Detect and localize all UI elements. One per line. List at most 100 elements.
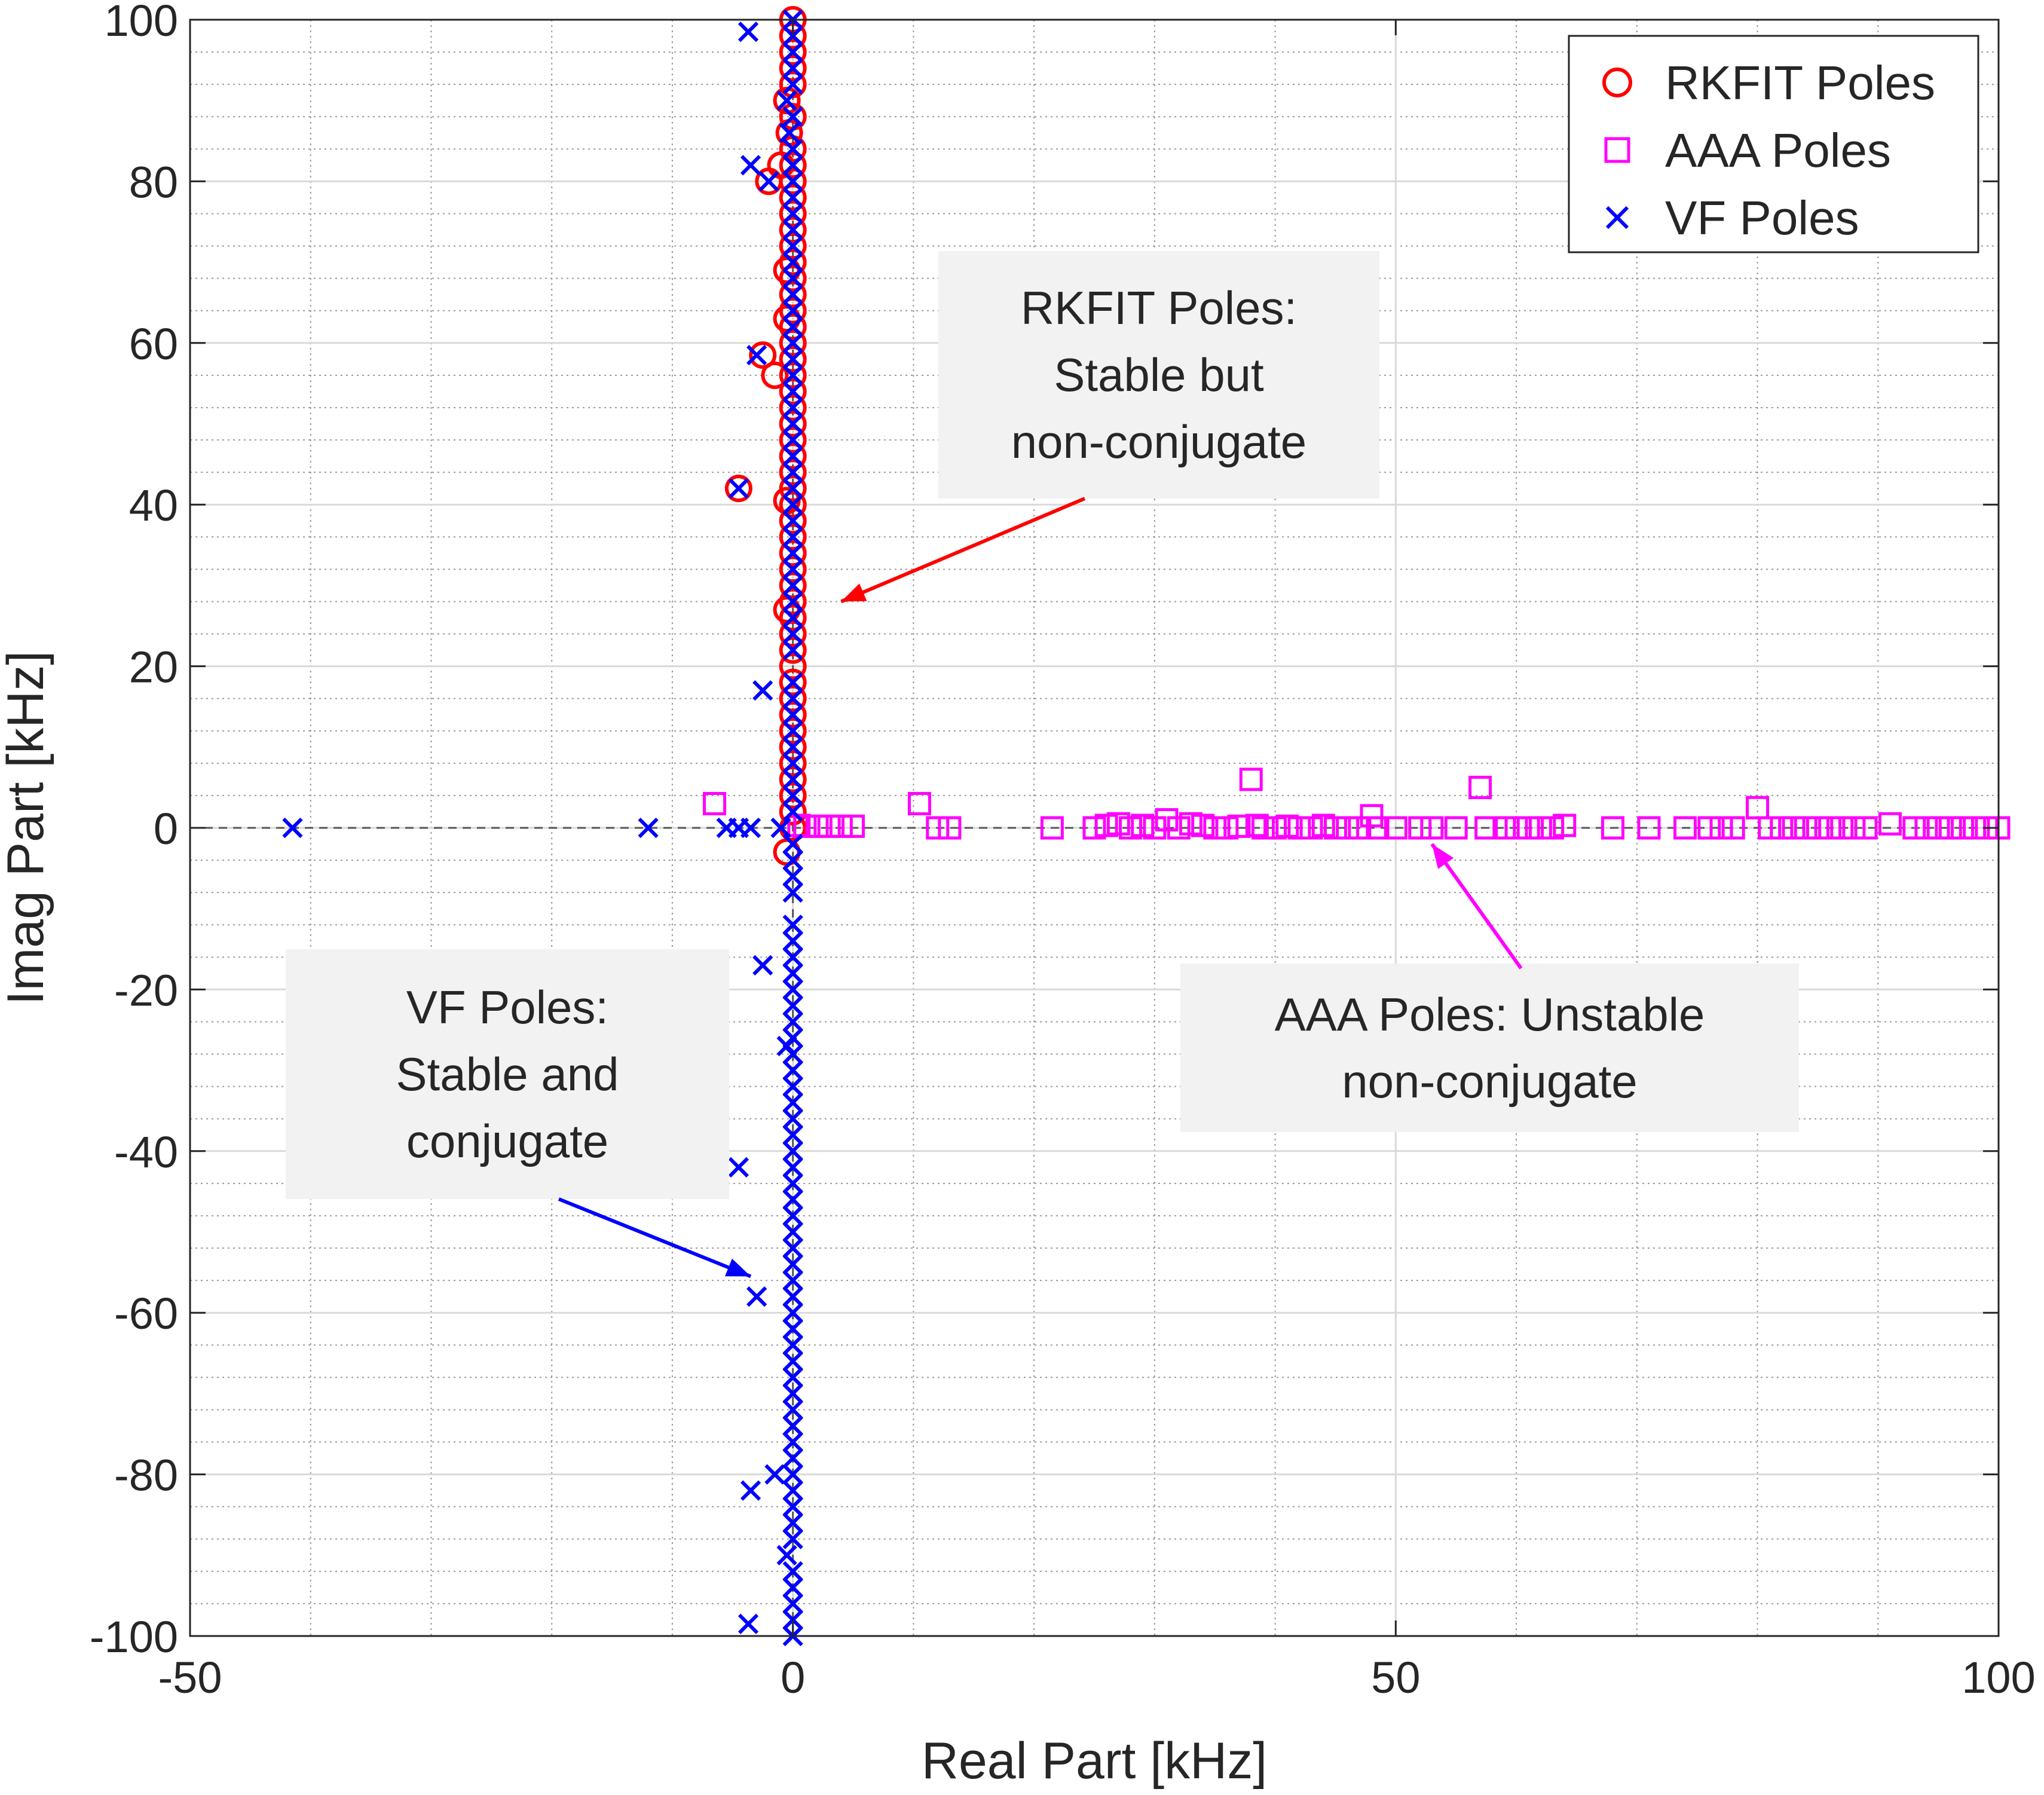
- data-point-x: [782, 284, 803, 305]
- data-point-x: [782, 1464, 803, 1485]
- data-point-square: [1468, 775, 1492, 799]
- annotation-text: VF Poles:: [406, 981, 608, 1033]
- data-point-circle: [779, 38, 807, 66]
- data-point-x: [782, 1189, 803, 1210]
- data-point-square: [793, 814, 817, 838]
- data-point-circle: [779, 54, 807, 82]
- data-point-x: [782, 1108, 803, 1129]
- data-point-square: [1492, 816, 1516, 840]
- data-point-x: [782, 510, 803, 531]
- data-point-square: [1914, 816, 1938, 840]
- data-point-circle: [761, 361, 789, 389]
- data-point-x: [782, 1496, 803, 1517]
- y-tick-label: 60: [129, 319, 178, 369]
- data-point-x: [782, 833, 803, 855]
- data-point-square: [1119, 816, 1143, 840]
- x-tick-label: 50: [1371, 1653, 1420, 1702]
- data-point-circle: [779, 248, 807, 276]
- data-point-square: [1830, 816, 1854, 840]
- data-point-circle: [779, 781, 807, 809]
- data-point-square: [1082, 816, 1106, 840]
- annotation-arrow: [558, 1197, 752, 1279]
- legend-box: [1568, 35, 1979, 253]
- data-point-x: [782, 979, 803, 1000]
- data-point-x: [782, 413, 803, 435]
- data-point-x: [782, 268, 803, 289]
- data-point-x: [776, 1545, 797, 1565]
- data-point-square: [1420, 816, 1444, 840]
- data-point-circle: [779, 296, 807, 325]
- data-point-x: [758, 171, 779, 192]
- data-point-square: [1878, 812, 1902, 836]
- data-point-x: [782, 543, 803, 564]
- y-tick-label: 40: [129, 481, 178, 530]
- data-point-x: [782, 640, 803, 660]
- y-tick-label: -60: [114, 1289, 178, 1338]
- data-point-x: [782, 1512, 803, 1533]
- data-point-circle: [779, 749, 807, 777]
- data-point-x: [782, 1286, 803, 1307]
- data-point-x: [782, 995, 803, 1016]
- data-point-x: [782, 1528, 803, 1549]
- data-point-x: [782, 882, 803, 903]
- data-point-square: [703, 791, 727, 815]
- annotation-arrowhead: [841, 583, 867, 602]
- data-point-circle: [779, 668, 807, 696]
- data-point-x: [770, 817, 791, 839]
- data-point-square: [1275, 814, 1299, 838]
- data-point-x: [776, 90, 797, 111]
- data-point-square: [1938, 816, 1962, 840]
- data-point-x: [782, 1205, 803, 1227]
- annotation-box: [938, 251, 1379, 499]
- data-point-circle: [779, 491, 807, 519]
- data-point-circle: [779, 765, 807, 793]
- data-point-x: [782, 849, 803, 871]
- data-point-x: [282, 817, 303, 839]
- legend: RKFIT Poles AAA Poles VF Poles: [1568, 35, 1979, 253]
- data-point-x: [782, 688, 803, 709]
- data-point-x: [752, 955, 773, 976]
- data-point-square: [907, 791, 931, 815]
- data-point-circle: [779, 701, 807, 729]
- data-point-circle: [779, 151, 807, 179]
- data-point-x: [782, 57, 803, 79]
- data-point-x: [782, 672, 803, 693]
- data-point-circle: [779, 361, 807, 389]
- data-point-circle: [779, 555, 807, 583]
- data-point-x: [782, 931, 803, 952]
- data-point-x: [782, 1399, 803, 1420]
- data-point-circle: [779, 539, 807, 567]
- data-point-x: [740, 1480, 761, 1501]
- data-point-square: [1348, 816, 1372, 840]
- data-point-square: [1384, 816, 1407, 840]
- x-tick-label: 0: [781, 1653, 805, 1702]
- data-point-square: [1528, 816, 1552, 840]
- data-point-square: [1806, 816, 1829, 840]
- data-point-circle: [779, 216, 807, 244]
- annotation-text: conjugate: [406, 1115, 608, 1167]
- data-point-square: [1709, 816, 1733, 840]
- data-point-x: [782, 1060, 803, 1081]
- data-point-x: [782, 236, 803, 256]
- data-point-square: [1782, 816, 1806, 840]
- data-point-x: [782, 332, 803, 353]
- data-point-square: [1263, 816, 1287, 840]
- data-point-circle: [779, 797, 807, 825]
- data-point-x: [782, 1140, 803, 1161]
- data-point-square: [1215, 816, 1239, 840]
- data-point-square: [1040, 816, 1064, 840]
- data-point-square: [1408, 816, 1432, 840]
- data-point-x: [782, 300, 803, 321]
- data-point-x: [782, 575, 803, 596]
- data-point-x: [782, 1577, 803, 1598]
- data-markers: [282, 6, 2011, 1647]
- data-point-square: [1155, 808, 1179, 831]
- y-tick-label: 100: [105, 0, 178, 45]
- y-tick-label: 0: [154, 804, 178, 854]
- data-point-square: [842, 814, 865, 838]
- data-point-x: [782, 736, 803, 757]
- data-point-circle: [779, 507, 807, 535]
- annotation-text: RKFIT Poles:: [1021, 282, 1297, 334]
- annotation-box: [1180, 964, 1799, 1132]
- data-point-square: [1366, 816, 1390, 840]
